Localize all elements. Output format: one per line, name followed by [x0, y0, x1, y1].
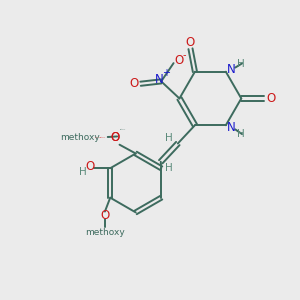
- Text: O: O: [174, 54, 184, 67]
- Text: methoxy: methoxy: [107, 136, 113, 137]
- Text: N: N: [227, 63, 236, 76]
- Text: N: N: [155, 73, 164, 85]
- Text: O: O: [266, 92, 275, 105]
- Text: +: +: [163, 68, 170, 78]
- Text: O: O: [110, 131, 120, 144]
- Text: H: H: [237, 129, 245, 139]
- Text: methoxy: methoxy: [95, 137, 101, 138]
- Text: methoxy: methoxy: [120, 129, 126, 130]
- Text: methoxy: methoxy: [85, 228, 125, 237]
- Text: O: O: [186, 36, 195, 49]
- Text: O: O: [86, 160, 95, 173]
- Text: O: O: [100, 209, 110, 222]
- Text: methoxy: methoxy: [60, 133, 100, 142]
- Text: H: H: [79, 167, 86, 177]
- Text: methoxy: methoxy: [100, 137, 106, 138]
- Text: O: O: [110, 131, 120, 144]
- Text: -: -: [183, 50, 187, 60]
- Text: H: H: [165, 163, 173, 172]
- Text: H: H: [165, 133, 173, 143]
- Text: N: N: [227, 121, 236, 134]
- Text: O: O: [130, 77, 139, 90]
- Text: H: H: [237, 59, 245, 69]
